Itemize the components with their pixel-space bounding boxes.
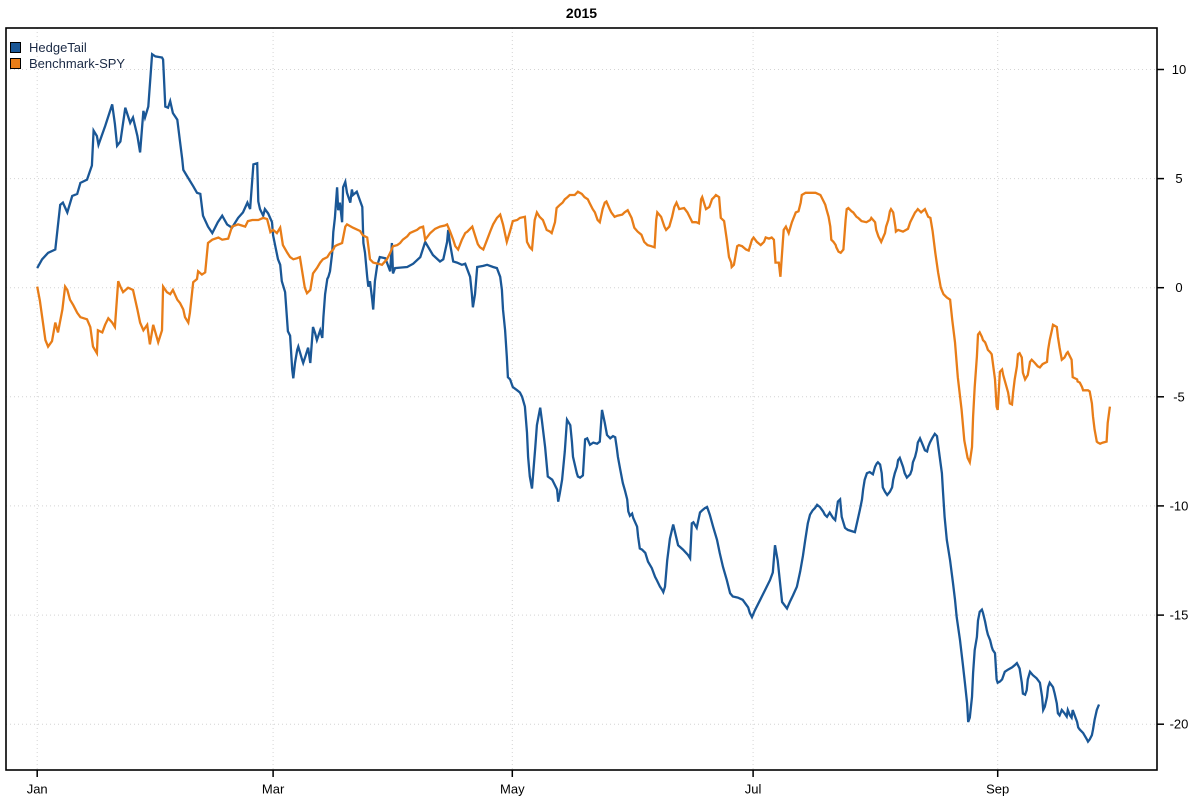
x-tick-label: Jan: [27, 782, 48, 797]
chart-title: 2015: [565, 5, 598, 21]
x-tick-label: Sep: [986, 782, 1009, 797]
y-tick-label: -5: [1173, 389, 1185, 404]
legend-item-benchmark-spy: Benchmark-SPY: [10, 56, 125, 71]
legend-label-benchmark-spy: Benchmark-SPY: [29, 56, 126, 71]
legend-swatch-benchmark-spy-icon: [10, 58, 21, 69]
x-tick-label: Mar: [262, 782, 285, 797]
hedgetail-line: [36, 52, 1101, 744]
y-tick-label: 5: [1175, 171, 1182, 186]
legend: HedgeTail Benchmark-SPY: [10, 40, 125, 72]
y-tick-label: -20: [1170, 717, 1189, 732]
legend-item-hedgetail: HedgeTail: [10, 40, 125, 55]
benchmark-spy-line: [36, 190, 1112, 467]
x-tick-label: May: [500, 782, 525, 797]
legend-swatch-hedgetail-icon: [10, 42, 21, 53]
plot-border: [5, 27, 1158, 771]
legend-label-hedgetail: HedgeTail: [29, 40, 87, 55]
y-tick-label: -10: [1170, 498, 1189, 513]
y-tick-label: 0: [1175, 280, 1182, 295]
y-tick-label: 10: [1172, 62, 1186, 77]
x-tick-label: Jul: [745, 782, 762, 797]
y-tick-label: -15: [1170, 608, 1189, 623]
